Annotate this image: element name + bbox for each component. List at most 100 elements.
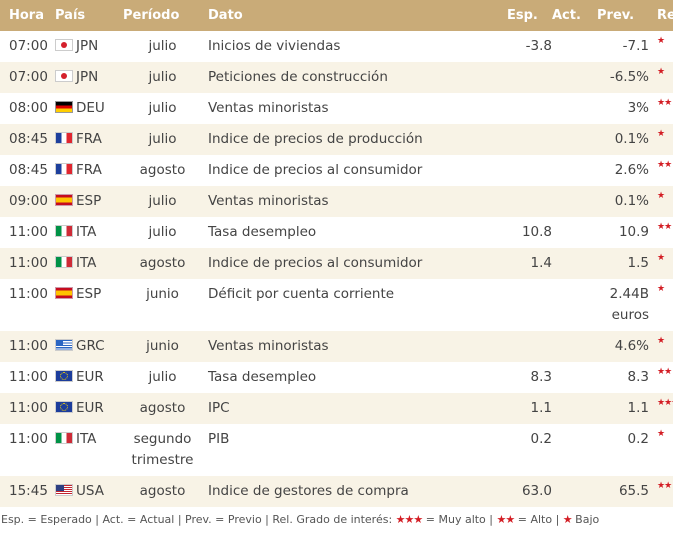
country-code: JPN [76,38,99,54]
legend-text: Esp. = Esperado | Act. = Actual | Prev. … [1,513,393,526]
country-code: ESP [76,193,102,209]
cell-previo: 3% [627,100,649,116]
eur-flag-icon [55,370,73,382]
legend-three-stars-icon: ★★★ [395,513,424,526]
cell-actual [552,124,597,155]
deu-flag-icon [55,101,73,113]
cell-relevancia: ★ [649,331,673,362]
country-code: EUR [76,400,104,416]
country-code: USA [76,483,104,499]
table-row: 11:00 EUR agosto IPC 1.1 1.1 ★★★ [0,393,673,424]
country-code: ITA [76,255,97,271]
cell-dato: Indice de precios al consumidor [208,255,423,271]
relevance-stars-icon: ★★★ [657,398,673,408]
relevance-stars-icon: ★★ [657,98,672,108]
cell-actual [552,93,597,124]
cell-relevancia: ★ [649,62,673,93]
relevance-stars-icon: ★★ [657,481,672,491]
cell-pais: ITA [51,248,123,279]
cell-hora: 08:45 [9,131,48,147]
cell-relevancia: ★ [649,31,673,62]
cell-actual [552,62,597,93]
cell-dato: Indice de gestores de compra [208,483,409,499]
country-code: FRA [76,162,102,178]
column-header-esperado: Esp. [507,0,552,31]
cell-previo: 2.44B euros [609,286,649,323]
economic-calendar-table: Hora País Período Dato Esp. Act. Prev. R… [0,0,673,507]
cell-relevancia: ★★ [649,155,673,186]
table-row: 07:00 JPN julio Inicios de viviendas -3.8 -7.… [0,31,673,62]
relevance-stars-icon: ★ [657,36,665,46]
cell-esperado [507,62,552,93]
table-row: 09:00 ESP julio Ventas minoristas 0.1% ★ [0,186,673,217]
cell-hora: 11:00 [9,224,48,240]
cell-previo: 65.5 [618,483,649,499]
cell-periodo: julio [148,38,177,54]
cell-pais: FRA [51,155,123,186]
table-header-row: Hora País Período Dato Esp. Act. Prev. R… [0,0,673,31]
cell-periodo: agosto [139,483,186,499]
cell-esperado: 8.3 [530,369,552,385]
cell-periodo: julio [148,224,177,240]
country-code: ITA [76,224,97,240]
cell-pais: DEU [51,93,123,124]
relevance-stars-icon: ★ [657,67,665,77]
legend-high-label: = Muy alto | [425,513,493,526]
cell-pais: EUR [51,393,123,424]
country-code: JPN [76,69,99,85]
relevance-stars-icon: ★ [657,191,665,201]
cell-periodo: julio [148,69,177,85]
usa-flag-icon [55,484,73,496]
cell-pais: USA [51,476,123,507]
cell-periodo: julio [148,131,177,147]
esp-flag-icon [55,287,73,299]
cell-relevancia: ★ [649,186,673,217]
cell-previo: -6.5% [609,69,649,85]
country-code: ESP [76,286,102,302]
cell-pais: FRA [51,124,123,155]
cell-relevancia: ★ [649,279,673,331]
ita-flag-icon [55,225,73,237]
country-code: ITA [76,431,97,447]
cell-dato: Ventas minoristas [208,338,329,354]
table-row: 08:45 FRA agosto Indice de precios al consu… [0,155,673,186]
relevance-stars-icon: ★★ [657,222,672,232]
cell-relevancia: ★ [649,124,673,155]
cell-previo: 0.2 [627,431,649,447]
table-row: 11:00 ITA segundo trimestre PIB 0.2 0.2 ★ [0,424,673,476]
cell-periodo: julio [148,100,177,116]
column-header-periodo: Período [123,0,202,31]
fra-flag-icon [55,163,73,175]
cell-hora: 11:00 [9,400,48,416]
cell-dato: Tasa desempleo [208,224,317,240]
table-row: 11:00 ITA julio Tasa desempleo 10.8 10.9 ★★ [0,217,673,248]
cell-actual [552,476,597,507]
cell-esperado: 1.4 [530,255,552,271]
legend-mid-label: = Alto | [517,513,560,526]
table-row: 11:00 EUR julio Tasa desempleo 8.3 8.3 ★★ [0,362,673,393]
table-row: 11:00 ITA agosto Indice de precios al consu… [0,248,673,279]
cell-hora: 07:00 [9,38,48,54]
cell-relevancia: ★★★ [649,393,673,424]
table-row: 08:45 FRA julio Indice de precios de produc… [0,124,673,155]
cell-actual [552,31,597,62]
cell-actual [552,331,597,362]
legend-low-label: Bajo [575,513,600,526]
relevance-stars-icon: ★ [657,253,665,263]
cell-hora: 15:45 [9,483,48,499]
jpn-flag-icon [55,70,73,82]
country-code: FRA [76,131,102,147]
ita-flag-icon [55,432,73,444]
legend-one-star-icon: ★ [562,513,573,526]
cell-actual [552,248,597,279]
jpn-flag-icon [55,39,73,51]
cell-pais: JPN [51,62,123,93]
cell-actual [552,186,597,217]
eur-flag-icon [55,401,73,413]
cell-actual [552,279,597,331]
cell-periodo: junio [146,338,179,354]
cell-esperado [507,279,552,331]
cell-periodo: agosto [139,255,186,271]
cell-esperado [507,331,552,362]
cell-dato: Déficit por cuenta corriente [208,286,395,302]
